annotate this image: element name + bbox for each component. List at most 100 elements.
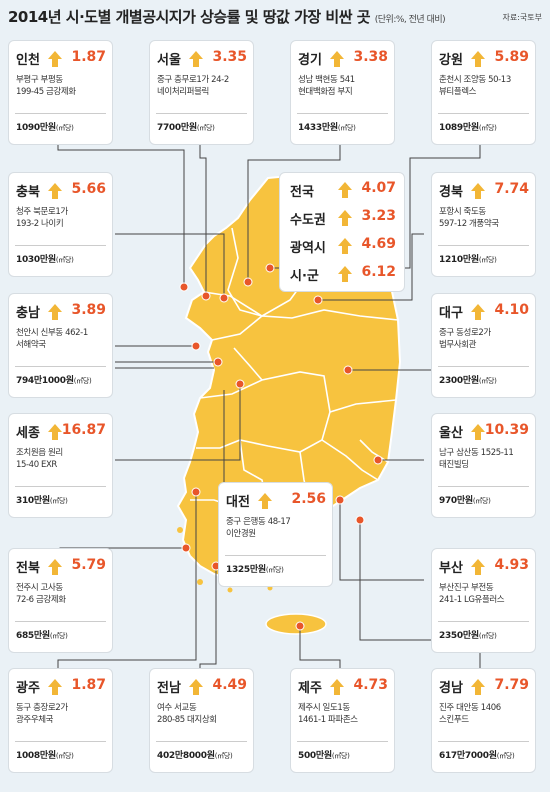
region-rate: 16.87 [61,422,106,438]
region-card: 경북 7.74 포항시 죽도동 597-12 개풍약국 1210만원(㎡당) [431,172,536,277]
summary-rate: 6.12 [361,264,396,280]
region-address: 제주시 일도1동 1461-1 파파존스 [298,702,390,726]
price-unit: (㎡당) [337,124,356,132]
price-value: 617만7000원 [439,751,497,761]
region-card: 충북 5.66 청주 북문로1가 193-2 나이키 1030만원(㎡당) [8,172,113,277]
address-line: 중구 동성로2가 [439,328,491,338]
region-name: 세종 [16,426,40,441]
region-name: 경기 [298,53,322,68]
card-header: 세종 16.87 [16,422,106,442]
price-value: 1008만원 [16,751,56,761]
dot-ulsan [373,455,383,465]
address-line: 청주 북문로1가 [16,207,68,217]
address-line: 199-45 금강제화 [16,87,76,97]
region-name: 광주 [16,681,40,696]
region-address: 성남 백현동 541 현대백화점 부지 [298,74,390,98]
dot-sejong [213,357,223,367]
divider [15,741,106,742]
region-name: 경북 [439,185,463,200]
price-value: 500만원 [298,751,332,761]
region-price: 1008만원(㎡당) [16,748,74,761]
summary-row: 수도권 3.23 [290,207,396,229]
address-line: 성남 백현동 541 [298,75,355,85]
card-header: 광주 1.87 [16,677,106,697]
summary-rate: 4.69 [361,236,396,252]
region-rate: 5.79 [71,557,106,573]
price-value: 1210만원 [439,255,479,265]
card-header: 전북 5.79 [16,557,106,577]
address-line: 193-2 나이키 [16,219,64,229]
region-address: 여수 서교동 280-85 대지상회 [157,702,249,726]
region-name: 충남 [16,306,40,321]
region-address: 부산진구 부전동 241-1 LG유플러스 [439,582,531,606]
region-price: 1433만원(㎡당) [298,120,356,133]
page-title: 2014년 시·도별 개별공시지가 상승률 및 땅값 가장 비싼 곳 (단위:%… [8,8,446,26]
divider [156,741,247,742]
region-price: 1325만원(㎡당) [226,562,284,575]
region-name: 부산 [439,561,463,576]
address-line: 현대백화점 부지 [298,87,353,97]
address-line: 조치원읍 원리 [16,448,63,458]
divider [297,113,388,114]
region-rate: 3.89 [71,302,106,318]
region-address: 중구 충무로1가 24-2 네이처리퍼블릭 [157,74,249,98]
address-line: 네이처리퍼블릭 [157,87,209,97]
price-value: 7700만원 [157,123,197,133]
divider [15,113,106,114]
dot-seoul [201,291,211,301]
card-header: 대전 2.56 [226,491,326,511]
province-boundaries [190,209,399,549]
dot-gyeonggi [243,277,253,287]
region-address: 중구 은행동 48-17 이안경원 [226,516,328,540]
island-dot [197,579,203,585]
card-header: 제주 4.73 [298,677,388,697]
dot-busan [335,495,345,505]
region-card: 서울 3.35 중구 충무로1가 24-2 네이처리퍼블릭 7700만원(㎡당) [149,40,254,145]
card-header: 전남 4.49 [157,677,247,697]
region-name: 전남 [157,681,181,696]
region-price: 2300만원(㎡당) [439,373,497,386]
address-line: 중구 은행동 48-17 [226,517,291,527]
up-arrow-icon [48,183,62,199]
region-rate: 4.10 [494,302,529,318]
address-line: 241-1 LG유플러스 [439,595,505,605]
up-arrow-icon [338,238,352,254]
card-header: 강원 5.89 [439,49,529,69]
card-header: 울산 10.39 [439,422,529,442]
region-name: 강원 [439,53,463,68]
island-dot [227,587,233,593]
address-line: 이안경원 [226,529,256,539]
price-unit: (㎡당) [55,256,74,264]
region-price: 310만원(㎡당) [16,493,68,506]
summary-row: 시·군 6.12 [290,263,396,285]
card-header: 충북 5.66 [16,181,106,201]
up-arrow-icon [330,679,344,695]
region-rate: 3.35 [212,49,247,65]
address-line: 부평구 부평동 [16,75,63,85]
address-line: 1461-1 파파존스 [298,715,358,725]
up-arrow-icon [471,679,485,695]
region-name: 서울 [157,53,181,68]
region-price: 1210만원(㎡당) [439,252,497,265]
address-line: 부산진구 부전동 [439,583,494,593]
region-card: 광주 1.87 동구 충장로2가 광주우체국 1008만원(㎡당) [8,668,113,773]
card-header: 경기 3.38 [298,49,388,69]
price-unit: (㎡당) [55,124,74,132]
region-card: 경남 7.79 진주 대안동 1406 스킨푸드 617만7000원(㎡당) [431,668,536,773]
up-arrow-icon [48,51,62,67]
source-note: 자료:국토부 [502,13,543,22]
region-address: 청주 북문로1가 193-2 나이키 [16,206,108,230]
price-unit: (㎡당) [478,632,497,640]
region-price: 2350만원(㎡당) [439,628,497,641]
address-line: 뷰티플렉스 [439,87,477,97]
price-value: 2300만원 [439,376,479,386]
address-line: 춘천시 조양동 50-13 [439,75,511,85]
region-rate: 3.38 [353,49,388,65]
summary-box: 전국 4.07 수도권 3.23 광역시 4.69 시·군 6.12 [279,172,405,292]
region-address: 중구 동성로2가 법무사회관 [439,327,531,351]
region-address: 포항시 죽도동 597-12 개풍약국 [439,206,531,230]
region-card: 전남 4.49 여수 서교동 280-85 대지상회 402만8000원(㎡당) [149,668,254,773]
divider [225,555,326,556]
dot-gyeongbuk [313,295,323,305]
price-unit: (㎡당) [478,124,497,132]
